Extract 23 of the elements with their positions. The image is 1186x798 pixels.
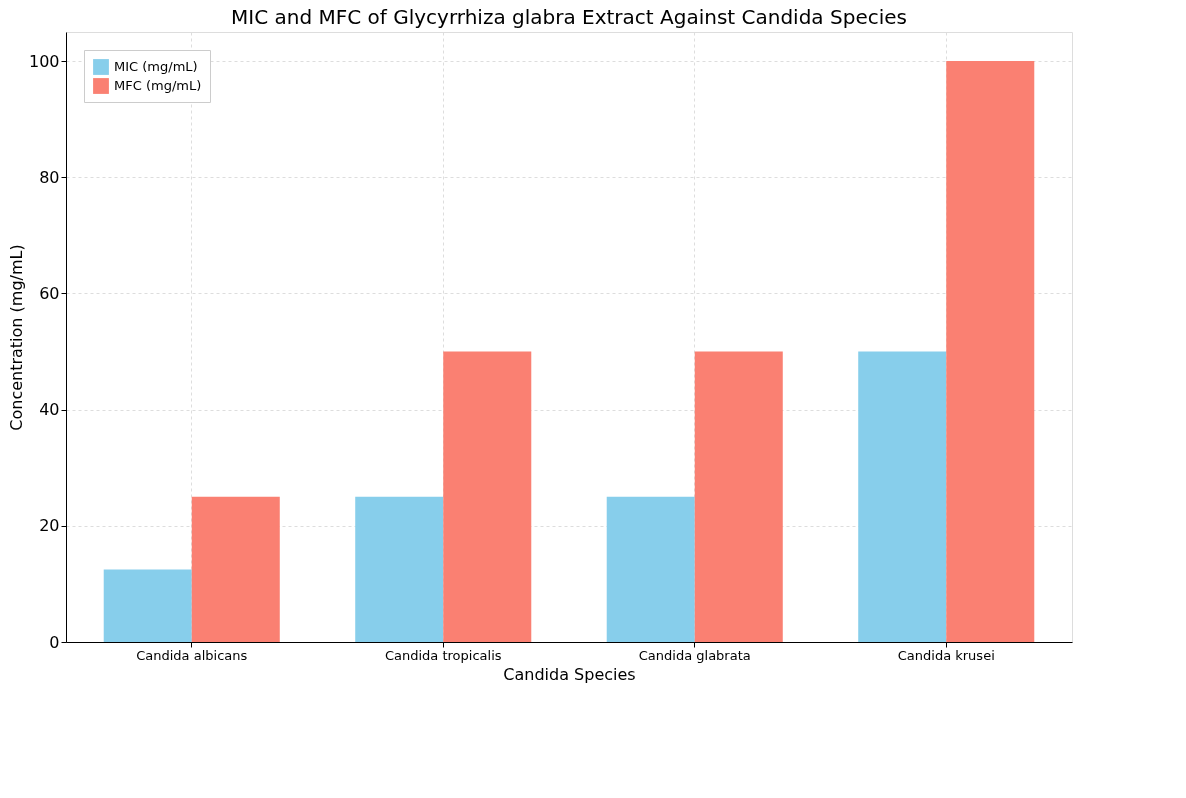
x-tick-label: Candida glabrata	[638, 647, 751, 663]
x-axis-title: Candida Species	[503, 664, 636, 684]
x-tick-label: Candida albicans	[136, 647, 248, 663]
bar	[694, 351, 783, 642]
bar	[103, 569, 192, 642]
legend-label: MFC (mg/mL)	[114, 78, 202, 93]
y-axis-title: Concentration (mg/mL)	[6, 244, 26, 431]
y-tick-label: 60	[39, 283, 60, 303]
bar	[443, 351, 532, 642]
bar	[355, 496, 444, 642]
y-tick-label: 80	[39, 167, 60, 187]
bar	[606, 496, 695, 642]
y-tick-label: 40	[39, 400, 60, 420]
y-tick-label: 0	[49, 632, 60, 652]
bar	[858, 351, 947, 642]
bar	[191, 496, 280, 642]
y-tick-label: 20	[39, 516, 60, 536]
x-tick-label: Candida krusei	[897, 647, 995, 663]
bar	[946, 61, 1035, 642]
legend-label: MIC (mg/mL)	[114, 59, 198, 74]
x-tick-label: Candida tropicalis	[384, 647, 502, 663]
chart-title: MIC and MFC of Glycyrrhiza glabra Extract Against Candida Species	[231, 5, 907, 29]
y-tick-label: 100	[28, 51, 60, 71]
